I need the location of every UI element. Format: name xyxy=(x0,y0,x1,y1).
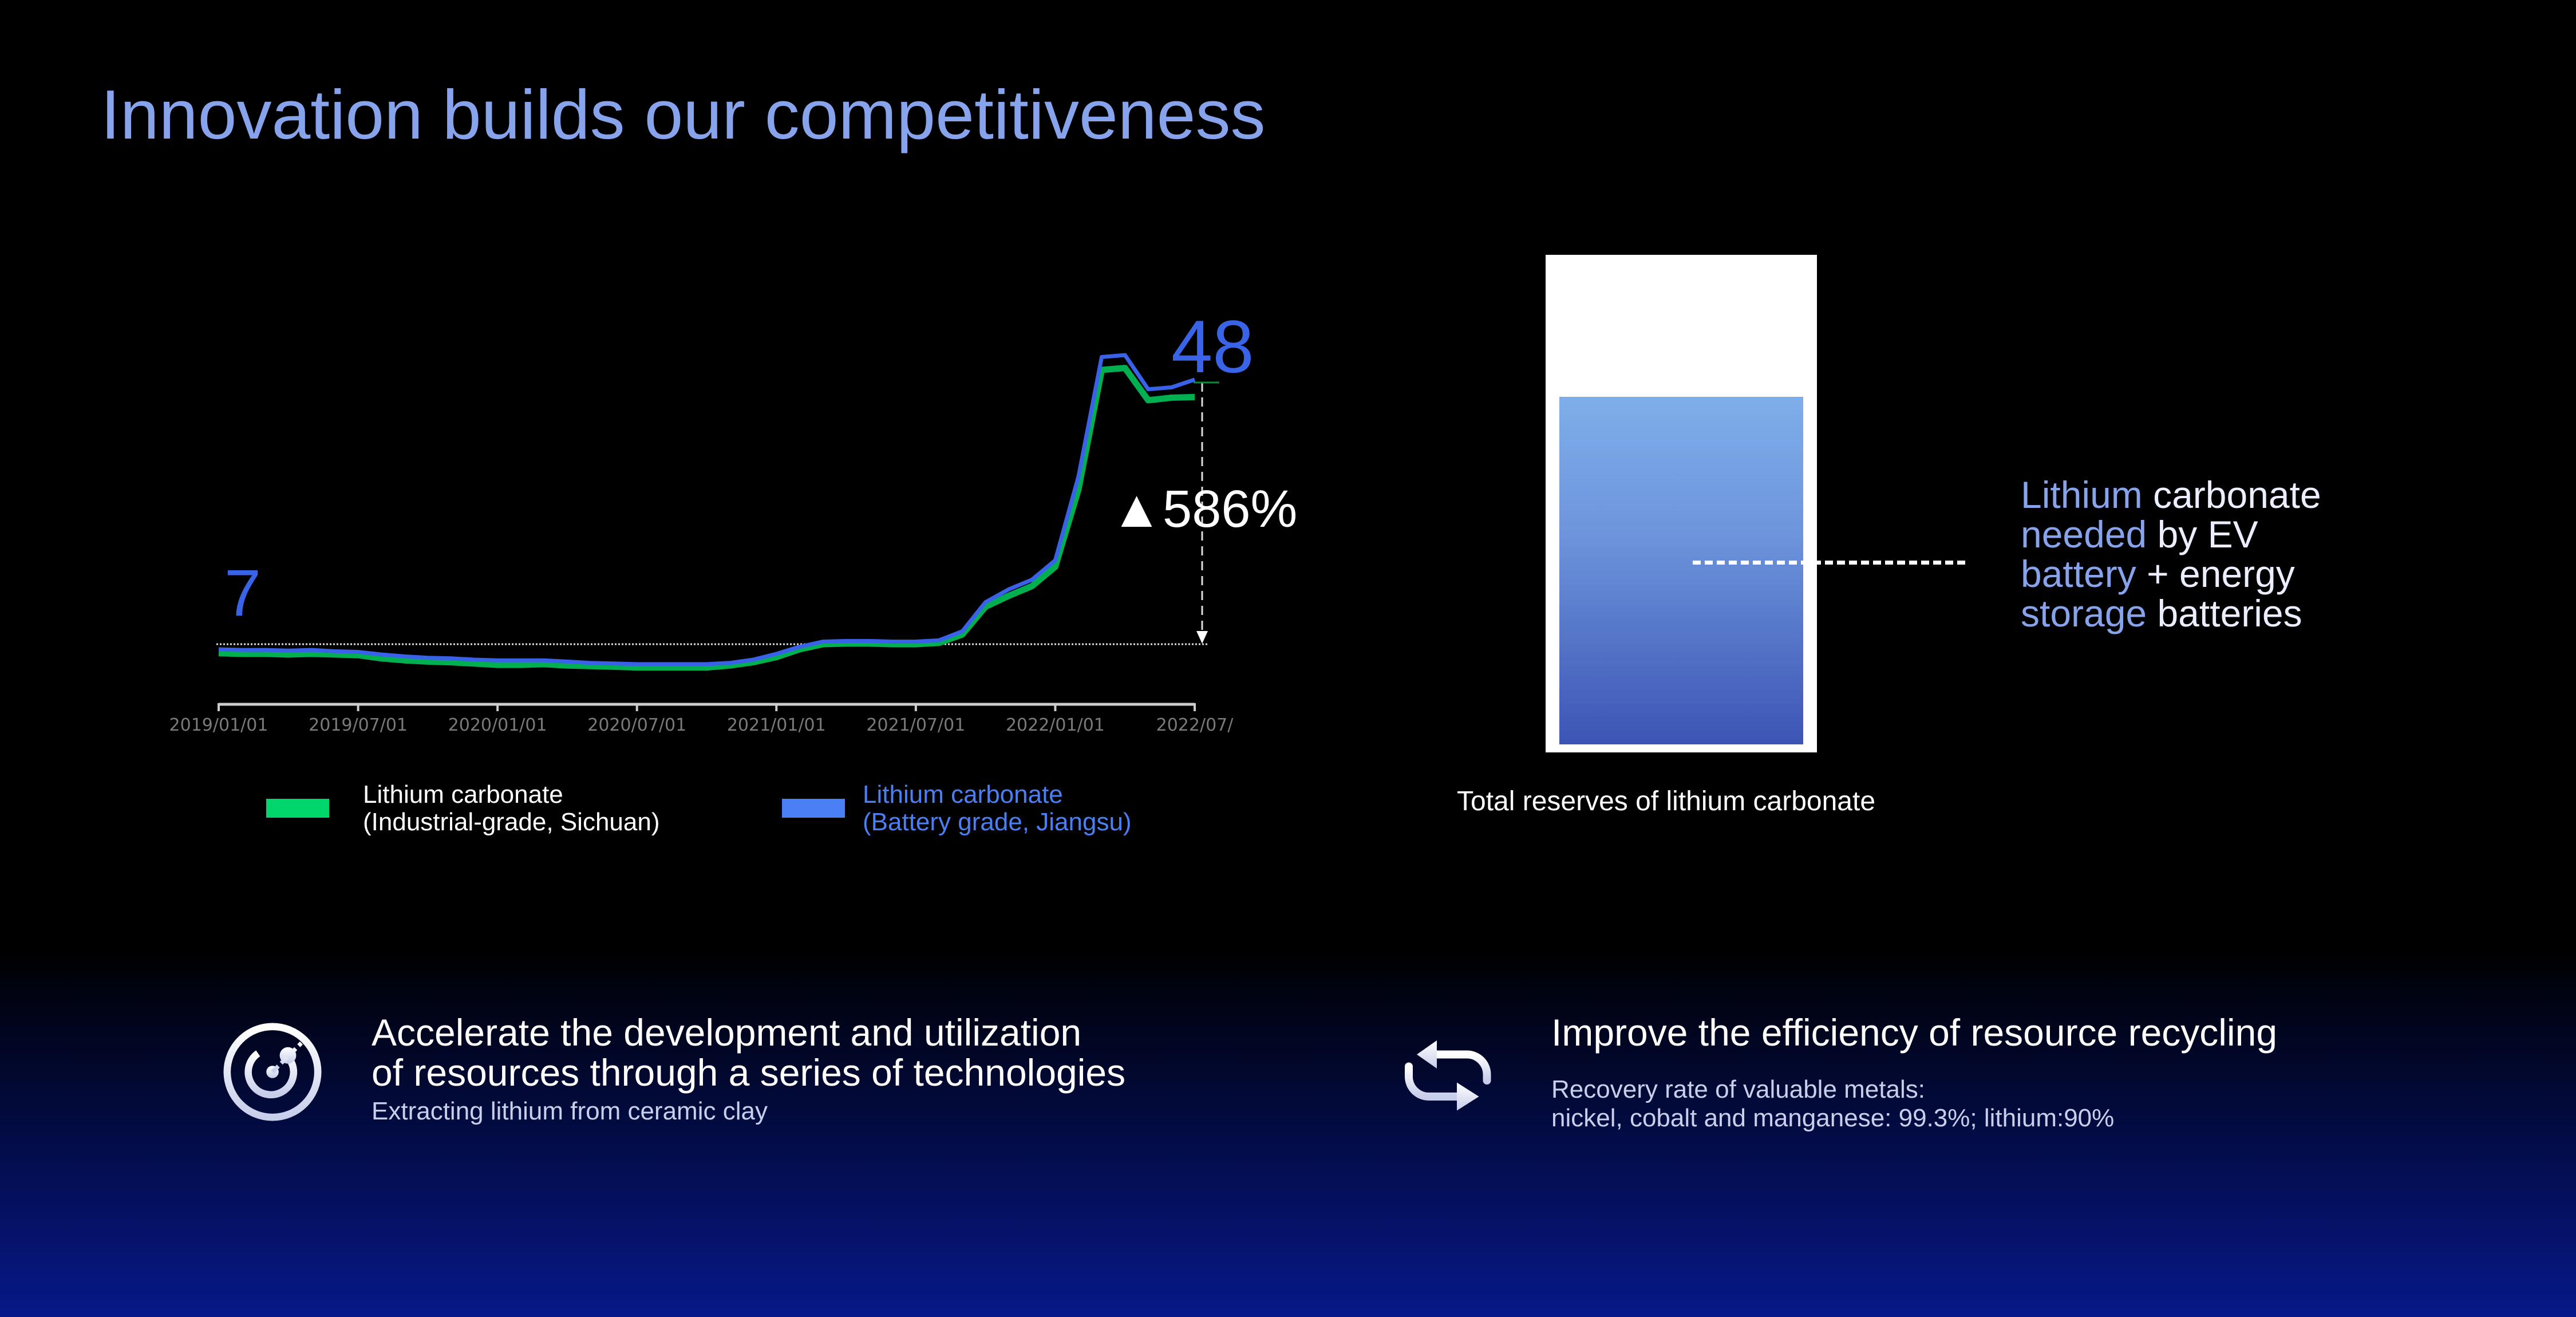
series-line-battery-jiangsu xyxy=(218,353,1196,667)
needed-label: Lithium carbonate needed by EV battery +… xyxy=(2021,475,2321,633)
x-tick-label: 2021/01/01 xyxy=(727,715,826,735)
change-arrow-head xyxy=(1196,631,1208,644)
legend-label-line1: Lithium carbonate xyxy=(863,780,1063,809)
feature-heading-line: Accelerate the development and utilizati… xyxy=(372,1011,1082,1054)
feature-resources: Accelerate the development and utilizati… xyxy=(372,1012,1125,1126)
x-tick-label: 2020/07/01 xyxy=(587,715,686,735)
feature-heading-line: of resources through a series of technol… xyxy=(372,1051,1126,1094)
x-tick-label: 2020/01/01 xyxy=(448,715,547,735)
x-tick-label: 2022/01/01 xyxy=(1006,715,1105,735)
series-line-industrial-sichuan xyxy=(218,365,1195,671)
x-tick-label: 2021/07/01 xyxy=(866,715,965,735)
legend-swatch-blue xyxy=(782,799,845,818)
radar-icon xyxy=(223,1023,322,1121)
reserves-container xyxy=(1546,255,1817,752)
start-value-label: 7 xyxy=(224,557,261,630)
needed-line: storage batteries xyxy=(2021,592,2302,634)
feature-heading-line: Improve the efficiency of resource recyc… xyxy=(1551,1011,2278,1054)
page-title: Innovation builds our competitiveness xyxy=(101,76,1266,153)
feature-subtext: Extracting lithium from ceramic clay xyxy=(372,1097,768,1125)
legend-item-industrial: Lithium carbonate (Industrial-grade, Sic… xyxy=(363,781,659,836)
needed-line: needed by EV xyxy=(2021,513,2258,555)
legend-label-line1: Lithium carbonate xyxy=(363,780,563,809)
legend-label-line2: (Battery grade, Jiangsu) xyxy=(863,808,1132,836)
reserves-caption: Total reserves of lithium carbonate xyxy=(1457,786,1876,817)
legend-swatch-green xyxy=(266,799,329,818)
x-tick-label: 2022/07/ xyxy=(1156,715,1234,735)
recycle-arrows-icon xyxy=(1405,1040,1491,1111)
feature-subtext: nickel, cobalt and manganese: 99.3%; lit… xyxy=(1551,1104,2115,1132)
pointer-dashed-line xyxy=(1693,561,1965,565)
x-tick-label: 2019/01/01 xyxy=(169,715,268,735)
feature-recycling: Improve the efficiency of resource recyc… xyxy=(1551,1012,2277,1133)
needed-line: battery + energy xyxy=(2021,553,2295,595)
needed-fill-bar xyxy=(1559,397,1803,744)
feature-subtext: Recovery rate of valuable metals: xyxy=(1551,1075,1925,1103)
needed-line: Lithium carbonate xyxy=(2021,474,2321,516)
x-tick-label: 2019/07/01 xyxy=(309,715,408,735)
legend-label-line2: (Industrial-grade, Sichuan) xyxy=(363,808,660,836)
end-value-label: 48 xyxy=(1171,305,1254,388)
legend-item-battery: Lithium carbonate (Battery grade, Jiangs… xyxy=(863,781,1132,836)
change-percent-label: ▲586% xyxy=(1111,480,1297,538)
